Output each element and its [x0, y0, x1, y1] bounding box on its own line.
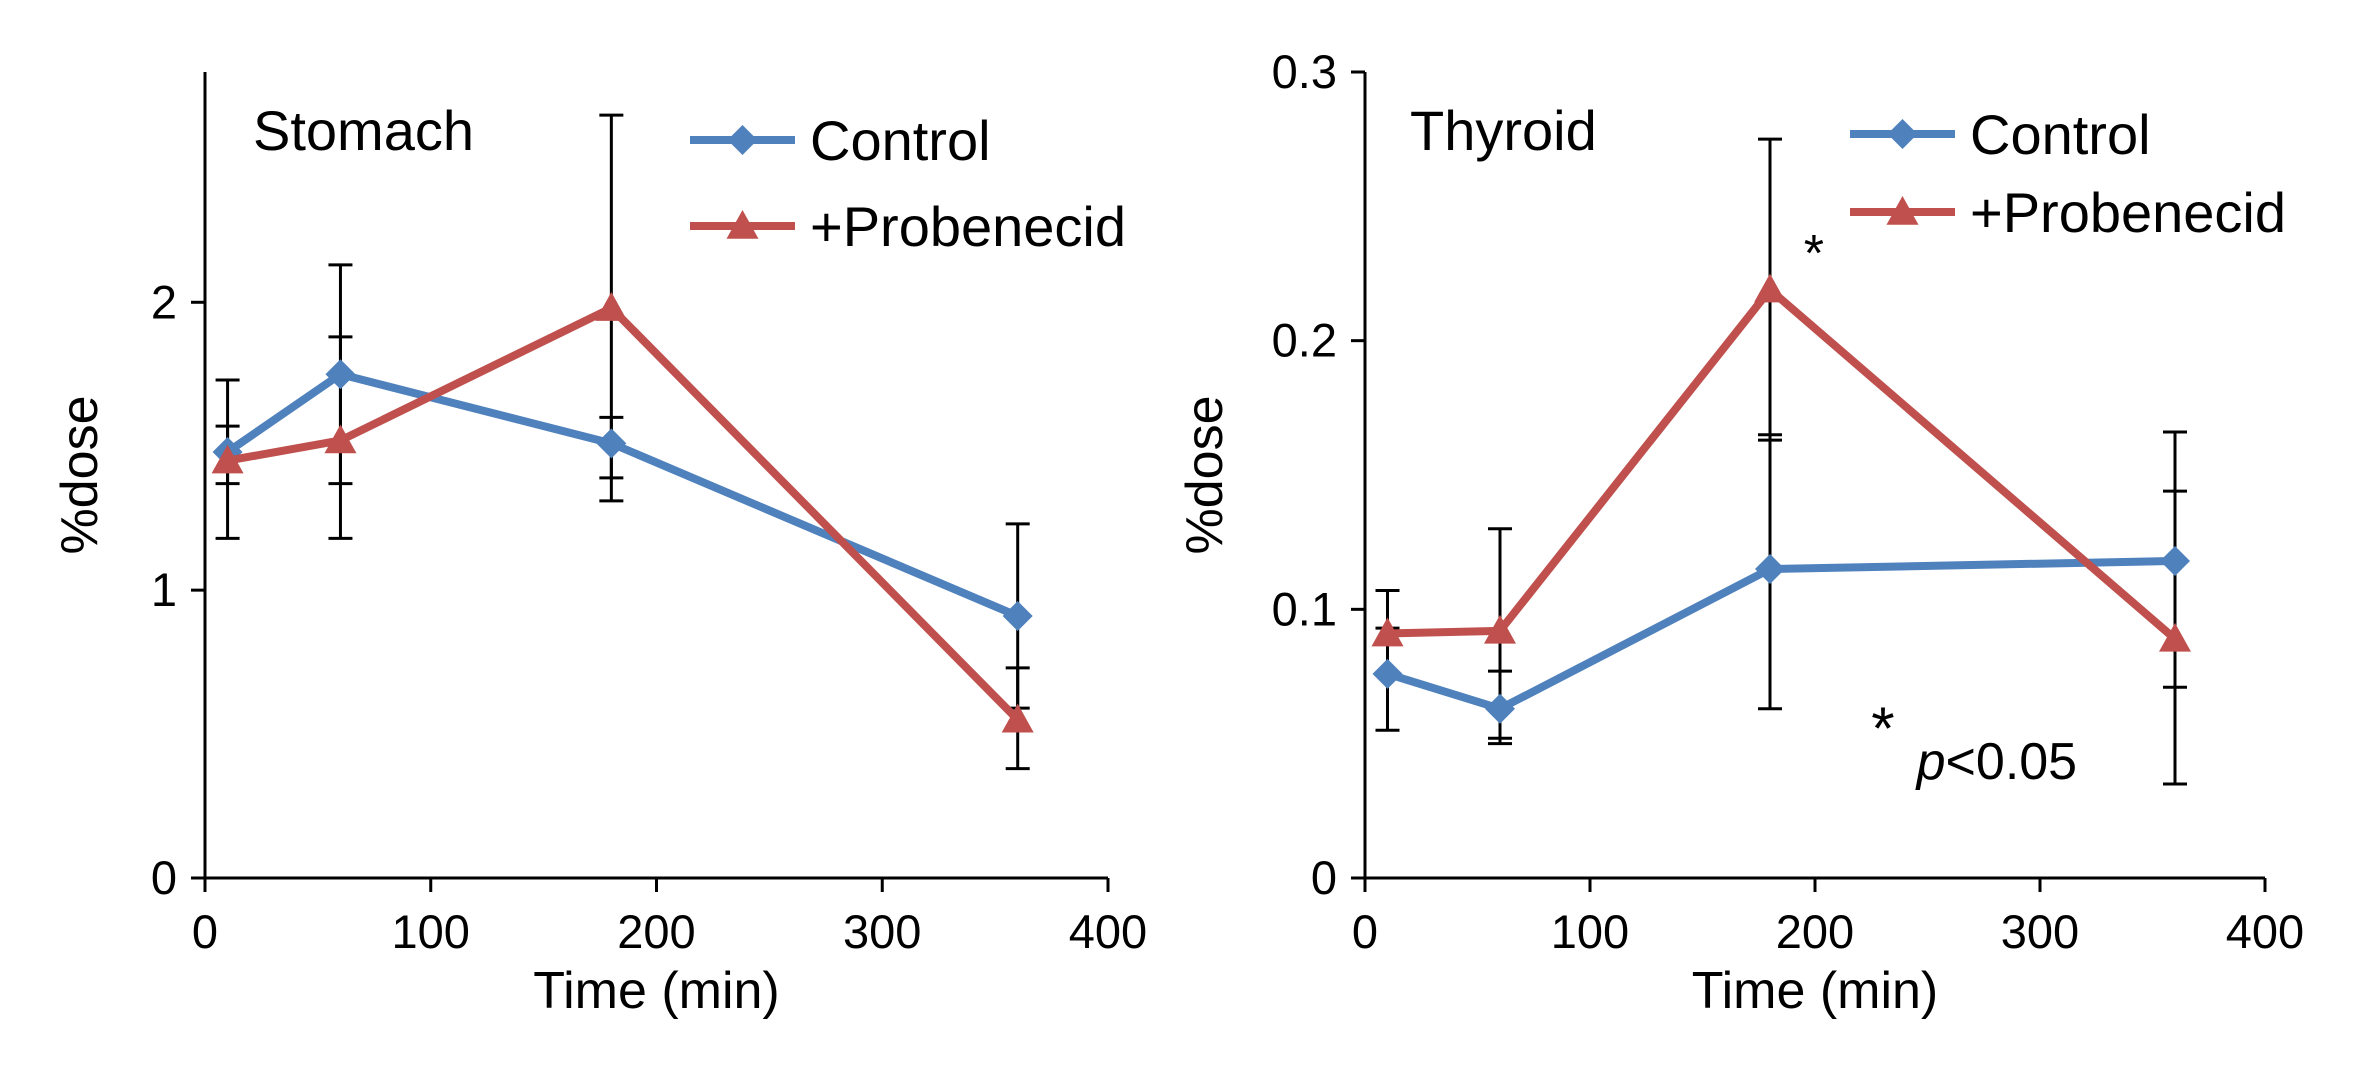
legend-diamond-icon	[1887, 119, 1918, 149]
data-point-control	[1485, 693, 1515, 724]
data-point-control	[325, 359, 356, 390]
data-point-control	[1372, 658, 1403, 689]
x-tick-label: 400	[1069, 905, 1147, 958]
data-point-probenecid	[1001, 703, 1034, 733]
data-point-probenecid	[2159, 622, 2191, 652]
legend-label: +Probenecid	[810, 195, 1126, 258]
legend-label: Control	[1970, 103, 2151, 166]
data-point-probenecid	[1484, 614, 1516, 644]
data-point-probenecid	[211, 444, 244, 474]
series-line-control	[1386, 556, 2176, 713]
legend-diamond-icon	[727, 125, 758, 155]
legend-entry: Control	[690, 109, 991, 172]
data-point-probenecid	[1754, 273, 1786, 303]
y-tick-label: 0.3	[1272, 45, 1337, 98]
significance-note: * p<0.05	[1871, 695, 2077, 791]
x-tick-label: 100	[392, 905, 470, 958]
legend-label: Control	[810, 109, 991, 172]
chart-panel-stomach: 0 100 200 300 400 0 1 2 Time (min) %dose Stomach Co…	[51, 72, 1147, 1020]
series-line-probenecid	[1387, 285, 2178, 642]
x-tick-label: 100	[1551, 905, 1629, 958]
legend-triangle-icon	[1886, 196, 1919, 225]
y-tick-label: 1	[151, 563, 177, 616]
y-tick-label: 2	[151, 275, 177, 328]
x-tick-label: 300	[843, 905, 921, 958]
significance-marker: *	[1804, 225, 1824, 283]
x-tick-label: 0	[192, 905, 218, 958]
chart-panel-thyroid: 0 100 200 300 400 0 0.1 0.2 0.3 Time (min) %dose Th…	[1176, 45, 2304, 1020]
y-axis-title: %dose	[1176, 396, 1234, 555]
data-point-probenecid	[595, 292, 628, 321]
data-point-control	[1002, 601, 1033, 632]
x-tick-label: 300	[2001, 905, 2079, 958]
x-axis-title: Time (min)	[533, 962, 780, 1020]
y-tick-label: 0.2	[1272, 314, 1337, 367]
legend-entry: +Probenecid	[1850, 181, 2286, 244]
x-tick-label: 200	[1776, 905, 1854, 958]
legend-label: +Probenecid	[1970, 181, 2286, 244]
series-line-control	[225, 370, 1020, 620]
data-point-control	[2160, 545, 2190, 576]
legend-triangle-icon	[726, 210, 759, 239]
series-line-probenecid	[226, 304, 1021, 723]
y-tick-label: 0	[1311, 851, 1337, 904]
p-symbol: p	[1915, 733, 1946, 791]
x-tick-label: 0	[1352, 905, 1378, 958]
x-tick-label: 400	[2226, 905, 2304, 958]
y-tick-label: 0	[151, 851, 177, 904]
significance-star: *	[1871, 695, 1894, 762]
x-axis-title: Time (min)	[1692, 962, 1939, 1020]
data-point-probenecid	[324, 424, 357, 454]
panel-title: Thyroid	[1410, 99, 1597, 162]
y-axis-title: %dose	[51, 396, 109, 555]
data-point-control	[596, 428, 627, 459]
panel-title: Stomach	[253, 99, 474, 162]
data-point-control	[1755, 554, 1785, 585]
legend-entry: Control	[1850, 103, 2151, 166]
x-tick-label: 200	[617, 905, 695, 958]
y-tick-label: 0.1	[1272, 582, 1337, 635]
p-threshold: <0.05	[1946, 733, 2078, 791]
data-point-probenecid	[1371, 617, 1404, 647]
legend-entry: +Probenecid	[690, 195, 1126, 258]
